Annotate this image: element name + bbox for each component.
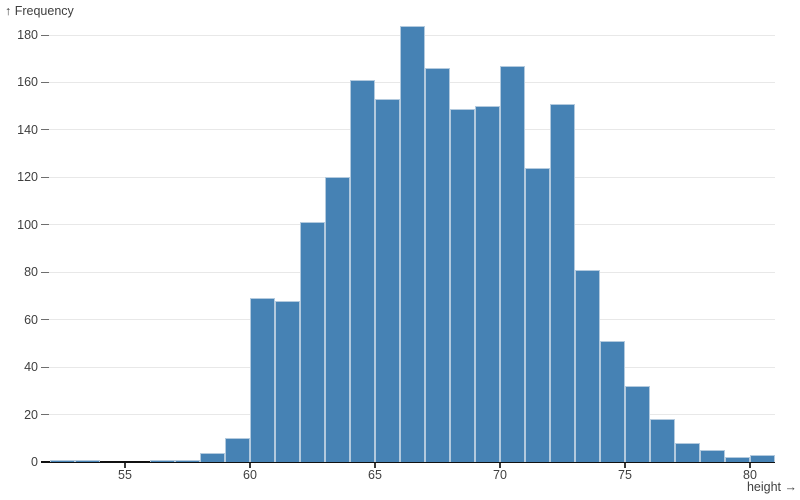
x-tick-label-70: 70 xyxy=(493,468,507,482)
y-tick-140 xyxy=(41,129,49,131)
y-tick-label-80: 80 xyxy=(24,265,38,280)
bar-57-58 xyxy=(175,459,200,462)
bar-67-68 xyxy=(425,68,450,462)
bar-52-53 xyxy=(50,459,75,462)
x-tick-70 xyxy=(499,463,501,468)
y-tick-40 xyxy=(41,366,49,368)
bar-77-78 xyxy=(675,443,700,462)
bar-58-59 xyxy=(200,452,225,462)
y-tick-120 xyxy=(41,176,49,178)
y-tick-label-20: 20 xyxy=(24,407,38,422)
y-tick-180 xyxy=(41,34,49,36)
y-tick-label-60: 60 xyxy=(24,312,38,327)
y-tick-160 xyxy=(41,81,49,83)
bar-75-76 xyxy=(625,386,650,462)
y-tick-label-100: 100 xyxy=(17,217,38,232)
bar-63-64 xyxy=(325,177,350,462)
bar-61-62 xyxy=(275,300,300,462)
y-tick-60 xyxy=(41,319,49,321)
bar-79-80 xyxy=(725,457,750,462)
y-tick-100 xyxy=(41,224,49,226)
y-tick-label-120: 120 xyxy=(17,170,38,185)
bar-59-60 xyxy=(225,438,250,462)
bar-56-57 xyxy=(150,459,175,462)
x-tick-65 xyxy=(374,463,376,468)
x-tick-label-55: 55 xyxy=(118,468,132,482)
bar-53-54 xyxy=(75,459,100,462)
y-tick-20 xyxy=(41,414,49,416)
y-tick-label-140: 140 xyxy=(17,122,38,137)
y-tick-label-180: 180 xyxy=(17,28,38,42)
y-tick-label-160: 160 xyxy=(17,75,38,90)
bar-64-65 xyxy=(350,80,375,462)
bar-60-61 xyxy=(250,298,275,462)
y-tick-label-0: 0 xyxy=(31,455,38,469)
x-tick-75 xyxy=(624,463,626,468)
bar-69-70 xyxy=(475,106,500,462)
bar-78-79 xyxy=(700,450,725,462)
x-tick-label-60: 60 xyxy=(243,468,257,482)
bar-76-77 xyxy=(650,419,675,462)
x-tick-80 xyxy=(749,463,751,468)
y-axis-title: ↑ Frequency xyxy=(5,4,74,18)
bar-62-63 xyxy=(300,222,325,462)
bar-66-67 xyxy=(400,25,425,462)
x-tick-label-80: 80 xyxy=(743,468,757,482)
bar-80-81 xyxy=(750,454,775,462)
x-tick-55 xyxy=(124,463,126,468)
bar-65-66 xyxy=(375,99,400,462)
bar-70-71 xyxy=(500,65,525,462)
bar-74-75 xyxy=(600,341,625,462)
bar-68-69 xyxy=(450,108,475,462)
x-tick-60 xyxy=(249,463,251,468)
y-tick-80 xyxy=(41,271,49,273)
y-tick-label-40: 40 xyxy=(24,360,38,375)
bar-71-72 xyxy=(525,167,550,462)
x-axis-line xyxy=(41,461,775,463)
bar-73-74 xyxy=(575,269,600,462)
bar-72-73 xyxy=(550,103,575,462)
x-tick-label-65: 65 xyxy=(368,468,382,482)
x-tick-label-75: 75 xyxy=(618,468,632,482)
x-axis-title: height → xyxy=(746,480,797,494)
